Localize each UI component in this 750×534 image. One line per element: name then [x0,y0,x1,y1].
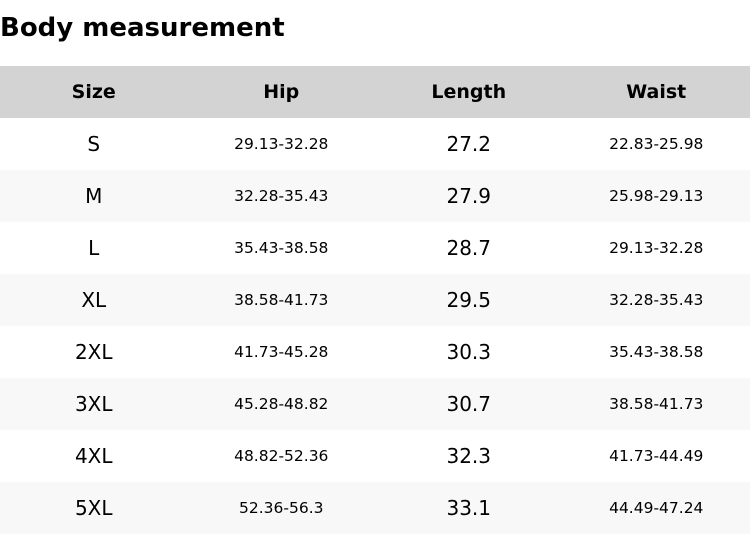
header-waist: Waist [562,66,750,118]
header-size: Size [0,66,188,118]
cell-size: M [0,170,188,222]
cell-waist: 25.98-29.13 [562,170,750,222]
cell-size: XL [0,274,188,326]
table-row: 4XL 48.82-52.36 32.3 41.73-44.49 [0,430,750,482]
cell-hip: 52.36-56.3 [187,482,375,534]
page-title: Body measurement [0,13,285,43]
cell-hip: 29.13-32.28 [234,135,329,153]
cell-size: 5XL [0,482,188,534]
cell-length: 30.3 [446,340,492,364]
cell-size: 3XL [0,378,188,430]
cell-waist: 32.28-35.43 [562,274,750,326]
header-length: Length [375,66,563,118]
cell-hip: 32.28-35.43 [187,170,375,222]
cell-hip: 48.82-52.36 [234,447,329,465]
cell-length: 28.7 [446,236,492,260]
table-row: S 29.13-32.28 27.2 22.83-25.98 [0,118,750,170]
cell-waist: 35.43-38.58 [609,343,704,361]
cell-size: 4XL [74,444,113,468]
cell-hip: 35.43-38.58 [234,239,329,257]
cell-waist: 22.83-25.98 [609,135,704,153]
table-row: 5XL 52.36-56.3 33.1 44.49-47.24 [0,482,750,534]
size-table: Size Hip Length Waist S 29.13-32.28 27.2 22… [0,66,750,534]
table-row: M 32.28-35.43 27.9 25.98-29.13 [0,170,750,222]
cell-size: S [87,132,101,156]
table-row: L 35.43-38.58 28.7 29.13-32.28 [0,222,750,274]
table-row: 2XL 41.73-45.28 30.3 35.43-38.58 [0,326,750,378]
header-hip: Hip [187,66,375,118]
table-row: XL 38.58-41.73 29.5 32.28-35.43 [0,274,750,326]
cell-size: 2XL [74,340,113,364]
table-header-row: Size Hip Length Waist [0,66,750,118]
cell-hip: 41.73-45.28 [234,343,329,361]
cell-size: L [88,236,100,260]
cell-length: 29.5 [375,274,563,326]
cell-hip: 38.58-41.73 [187,274,375,326]
cell-waist: 41.73-44.49 [609,447,704,465]
table-row: 3XL 45.28-48.82 30.7 38.58-41.73 [0,378,750,430]
cell-length: 33.1 [375,482,563,534]
cell-length: 32.3 [446,444,492,468]
cell-waist: 38.58-41.73 [562,378,750,430]
cell-hip: 45.28-48.82 [187,378,375,430]
cell-length: 27.2 [446,132,492,156]
cell-waist: 44.49-47.24 [562,482,750,534]
cell-length: 27.9 [375,170,563,222]
cell-length: 30.7 [375,378,563,430]
cell-waist: 29.13-32.28 [609,239,704,257]
